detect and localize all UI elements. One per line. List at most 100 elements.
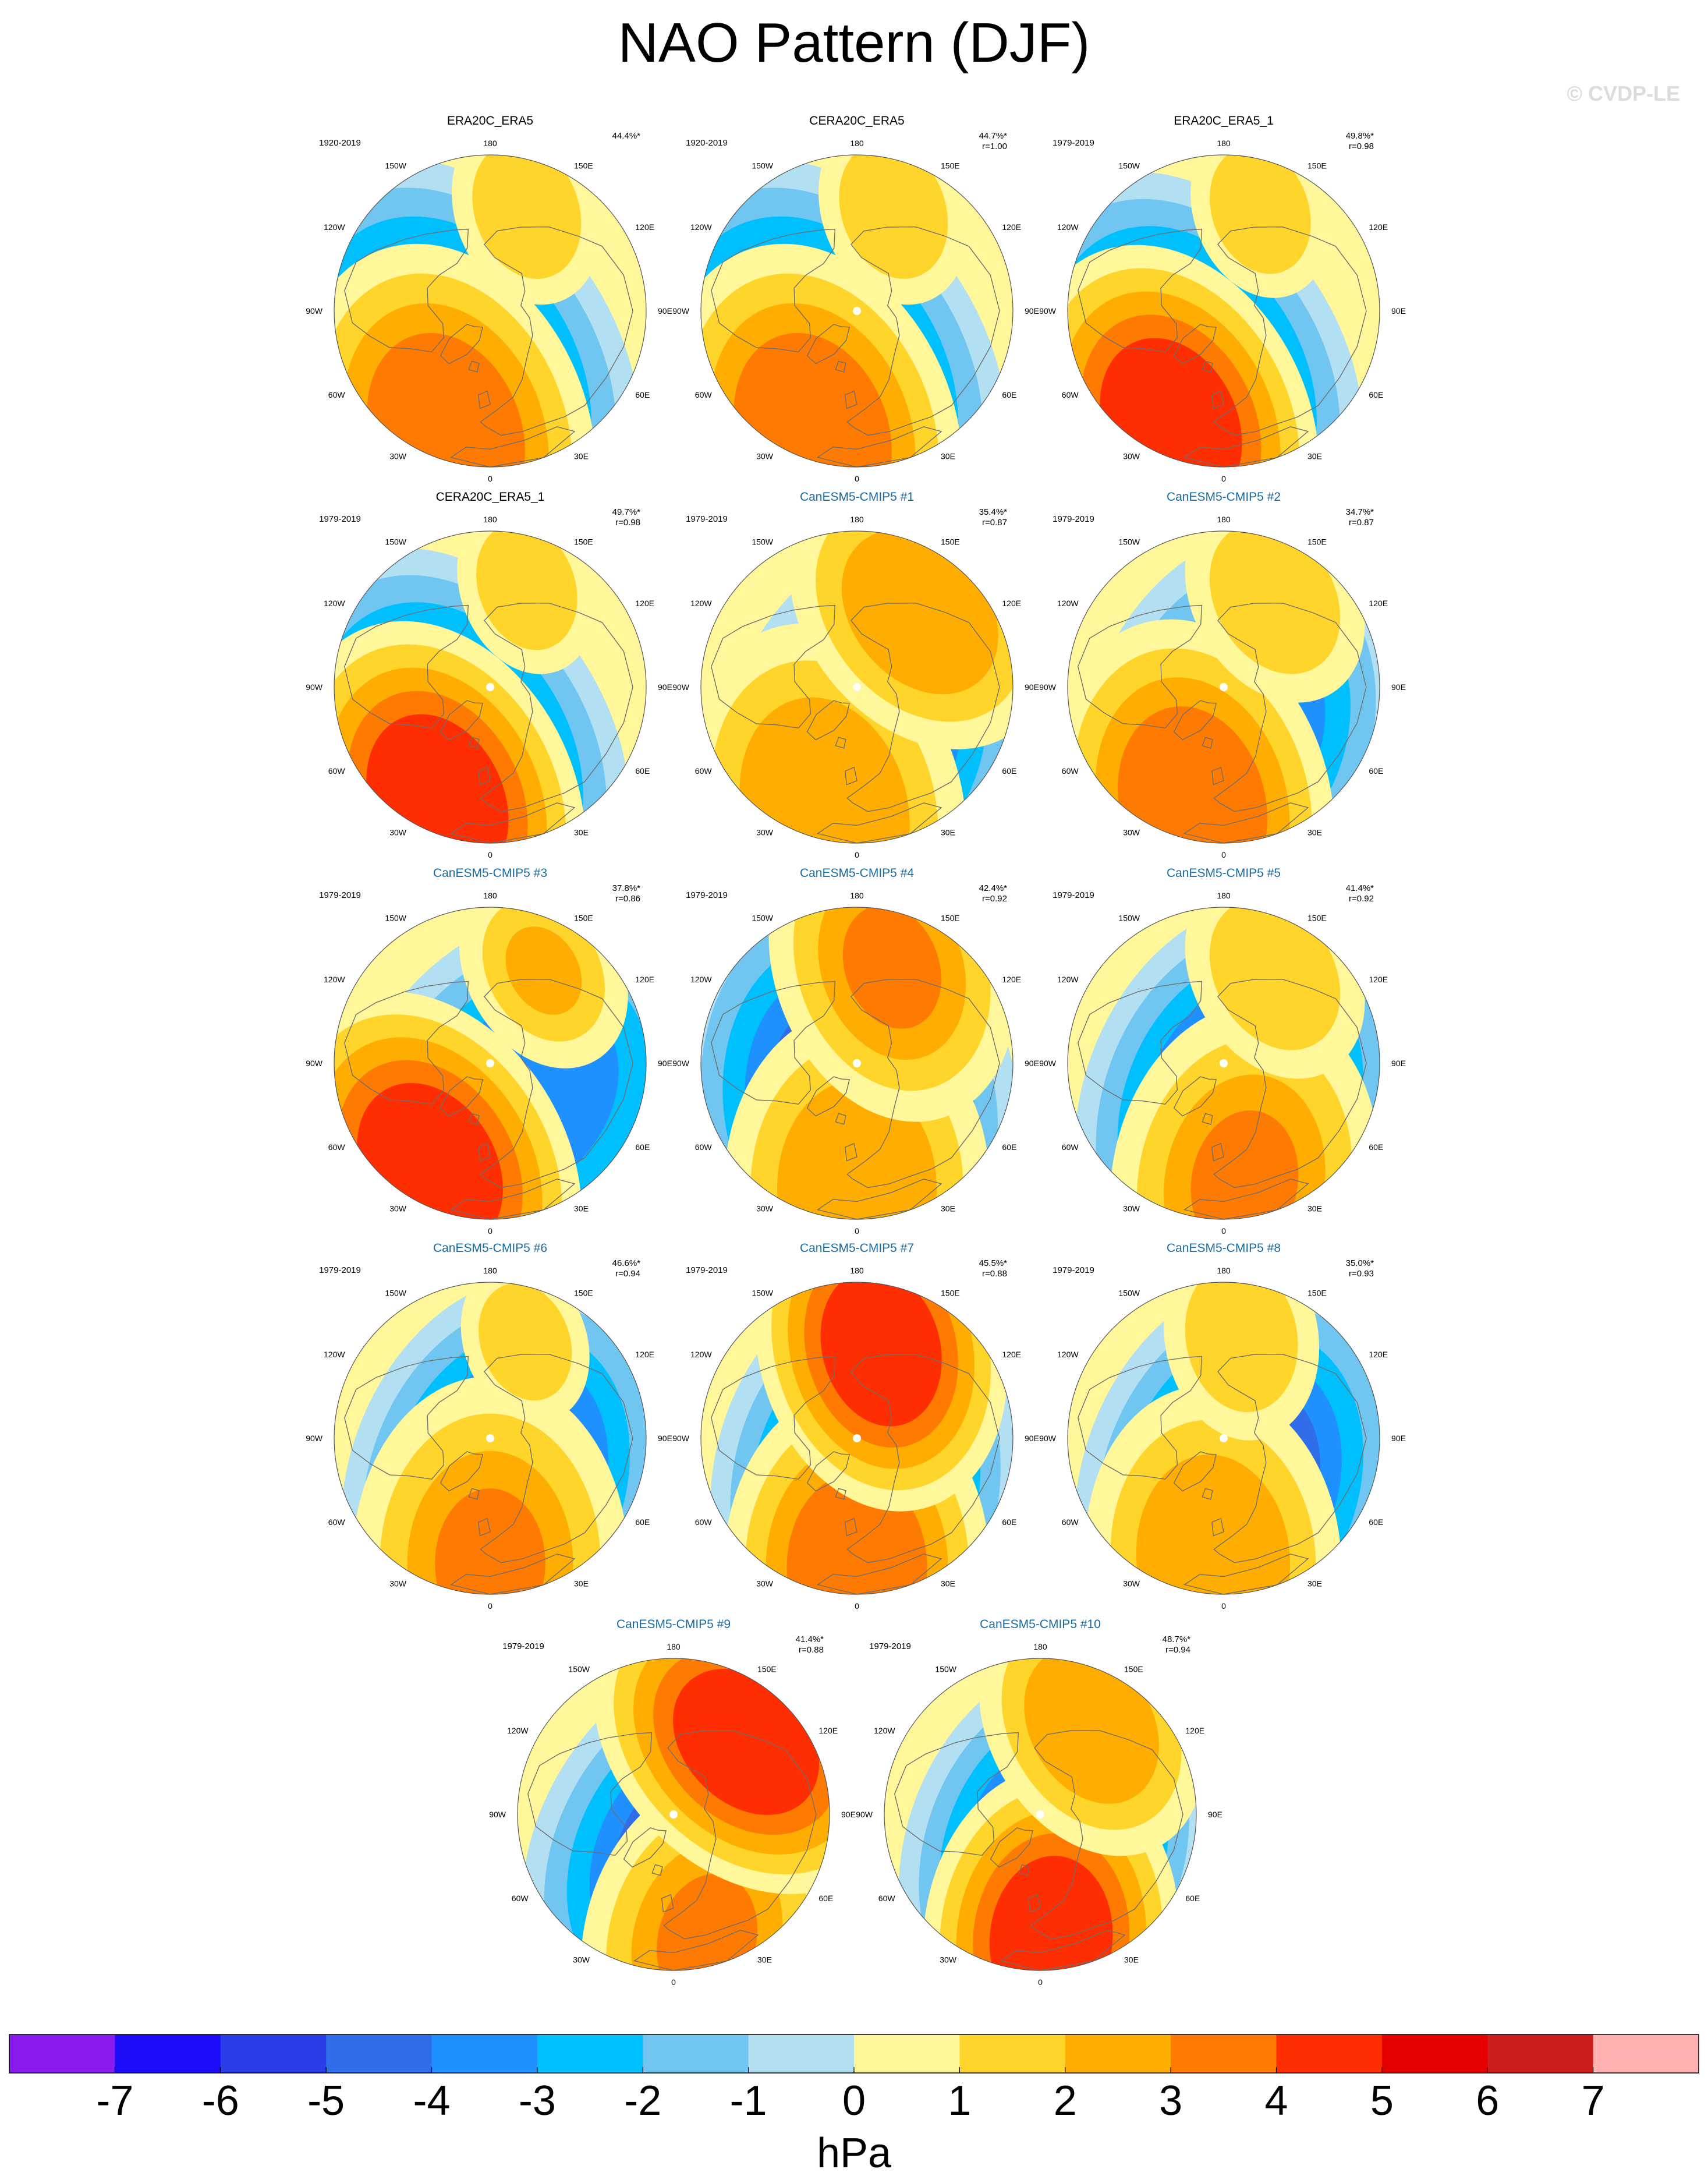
lon-tick-label: 150W xyxy=(752,1289,773,1298)
lon-tick-label: 0 xyxy=(671,1977,676,1987)
lon-tick-label: 120E xyxy=(1185,1726,1204,1735)
lon-tick-label: 180 xyxy=(483,1266,497,1275)
lon-tick-label: 150E xyxy=(1307,161,1327,171)
map-panel: 180 150E 120E 90E 60E 30E 0 30W 60W 90W 120W 150W ER… xyxy=(1039,114,1406,483)
lon-tick-label: 150W xyxy=(1118,1289,1140,1298)
lon-tick-label: 120W xyxy=(324,599,345,608)
contour-band xyxy=(1185,1282,1298,1413)
lon-tick-label: 30W xyxy=(1123,827,1140,837)
panel-period: 1979-2019 xyxy=(686,890,728,900)
lon-tick-label: 120E xyxy=(1369,975,1388,984)
figure-title: NAO Pattern (DJF) xyxy=(618,12,1090,74)
lon-tick-label: 120W xyxy=(1057,222,1079,232)
colorbar-tick-label: 5 xyxy=(1370,2078,1394,2124)
lon-tick-label: 90E xyxy=(1391,1434,1406,1443)
panel-title: CanESM5-CMIP5 #8 xyxy=(1167,1241,1281,1255)
colorbar-swatch xyxy=(1171,2035,1277,2073)
contour-band xyxy=(842,907,941,1029)
lon-tick-label: 150E xyxy=(941,914,960,923)
contour-band xyxy=(839,155,948,279)
coastlines xyxy=(711,226,1000,467)
lon-tick-label: 30E xyxy=(1124,1955,1139,1964)
colorbar-tick-label: 7 xyxy=(1582,2078,1605,2124)
lon-tick-label: 120E xyxy=(1369,1350,1388,1359)
contour-band xyxy=(739,697,910,843)
contour-band xyxy=(1024,1658,1159,1804)
anomaly-field xyxy=(701,907,1013,1219)
panel-period: 1979-2019 xyxy=(1053,890,1094,900)
lon-tick-label: 30W xyxy=(389,827,407,837)
lon-tick-label: 60E xyxy=(635,766,650,776)
panel-period: 1979-2019 xyxy=(869,1641,911,1651)
colorbar-tick-label: -6 xyxy=(202,2078,239,2124)
map-outline xyxy=(1067,154,1380,468)
lon-tick-label: 120W xyxy=(324,975,345,984)
lon-tick-label: 30W xyxy=(573,1955,590,1964)
map-outline xyxy=(1067,530,1380,844)
colorbar-swatch xyxy=(9,2035,115,2073)
panel-title: CanESM5-CMIP5 #3 xyxy=(433,866,547,880)
pole-marker xyxy=(486,1434,494,1442)
colorbar-frame xyxy=(9,2034,1699,2074)
colorbar-swatch xyxy=(854,2035,960,2073)
pole-marker xyxy=(486,1059,494,1067)
lon-tick-label: 90E xyxy=(1391,1059,1406,1068)
lon-tick-label: 120W xyxy=(874,1726,895,1735)
map-outline xyxy=(1067,907,1380,1220)
lon-tick-label: 0 xyxy=(855,474,859,483)
lon-tick-label: 30E xyxy=(1307,827,1322,837)
panel-pattern-correlation: r=1.00 xyxy=(982,141,1007,151)
panel-variance-explained: 48.7%* xyxy=(1163,1634,1191,1644)
panel-variance-explained: 35.0%* xyxy=(1346,1258,1374,1268)
pole-marker xyxy=(853,307,861,315)
colorbar-swatch xyxy=(326,2035,433,2073)
map-outline xyxy=(884,1658,1197,1971)
panel-title: CanESM5-CMIP5 #10 xyxy=(980,1618,1101,1631)
lon-tick-label: 90E xyxy=(658,306,672,316)
lon-tick-label: 120W xyxy=(690,599,712,608)
lon-tick-label: 0 xyxy=(1221,474,1226,483)
lon-tick-label: 90W xyxy=(489,1810,506,1819)
contour-band xyxy=(786,1473,927,1594)
anomaly-field xyxy=(1068,155,1364,467)
lon-tick-label: 120W xyxy=(324,222,345,232)
lon-tick-label: 120E xyxy=(1369,222,1388,232)
panel-period: 1979-2019 xyxy=(319,1265,361,1275)
panel-title: CanESM5-CMIP5 #2 xyxy=(1167,490,1281,504)
lon-tick-label: 60E xyxy=(1002,390,1016,399)
map-outline xyxy=(1067,1282,1380,1595)
colorbar-tick-label: -1 xyxy=(730,2078,767,2124)
lon-tick-label: 120W xyxy=(690,975,712,984)
colorbar-tick-label: 0 xyxy=(842,2078,866,2124)
colorbar-tick-label: -3 xyxy=(519,2078,556,2124)
panel-pattern-correlation: r=0.88 xyxy=(982,1269,1007,1279)
map-panels: 180 150E 120E 90E 60E 30E 0 30W 60W 90W 120W 150W ER… xyxy=(306,114,1406,1987)
lon-tick-label: 120W xyxy=(1057,975,1079,984)
lon-tick-label: 60E xyxy=(1369,1142,1383,1152)
lon-tick-label: 60W xyxy=(695,1517,713,1527)
lon-tick-label: 90E xyxy=(658,682,672,692)
lon-tick-label: 60W xyxy=(328,390,346,399)
lon-tick-label: 60E xyxy=(1369,1517,1383,1527)
panel-variance-explained: 44.4%* xyxy=(612,131,641,141)
lon-tick-label: 120E xyxy=(635,222,654,232)
map-panel: 180 150E 120E 90E 60E 30E 0 30W 60W 90W 120W 150W Ca… xyxy=(672,1241,1039,1611)
colorbar-tick-label: 1 xyxy=(948,2078,971,2124)
lon-tick-label: 30W xyxy=(389,451,407,461)
coastlines xyxy=(344,226,633,467)
lon-tick-label: 60W xyxy=(695,1142,713,1152)
panel-variance-explained: 49.7%* xyxy=(612,507,641,517)
lon-tick-label: 90E xyxy=(1391,306,1406,316)
panel-variance-explained: 46.6%* xyxy=(612,1258,641,1268)
lon-tick-label: 30E xyxy=(574,1579,589,1588)
lon-tick-label: 150W xyxy=(385,914,406,923)
panel-variance-explained: 45.5%* xyxy=(979,1258,1008,1268)
pole-marker xyxy=(1036,1810,1044,1818)
coastlines xyxy=(1078,1353,1367,1594)
pole-marker xyxy=(853,1059,861,1067)
coastlines xyxy=(1078,602,1367,843)
lon-tick-label: 60W xyxy=(328,1517,346,1527)
contour-band xyxy=(1209,531,1341,674)
lon-tick-label: 0 xyxy=(855,850,859,859)
lon-tick-label: 150E xyxy=(574,161,593,171)
